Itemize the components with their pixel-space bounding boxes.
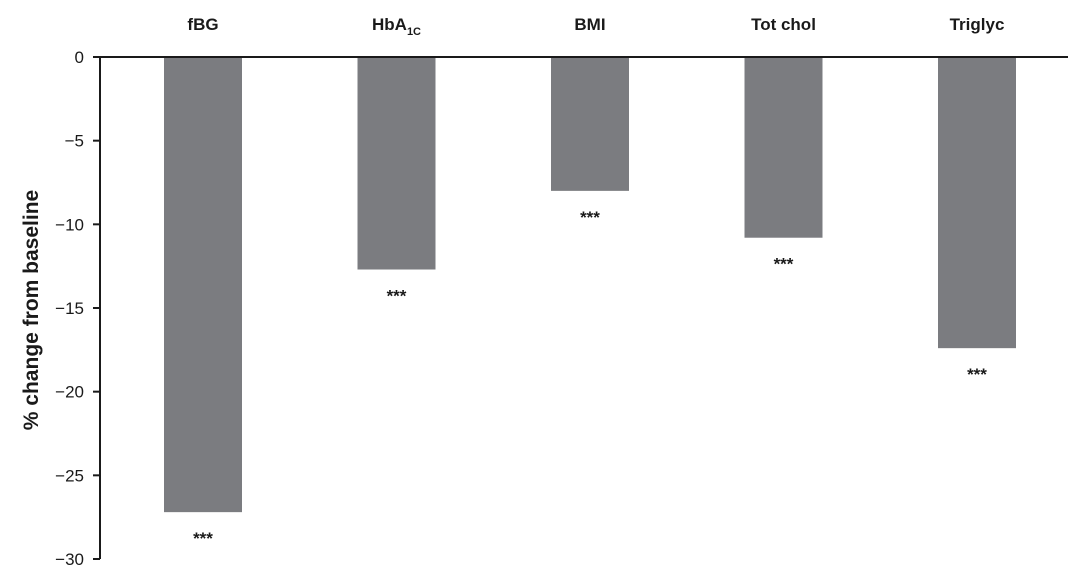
category-label: BMI [574, 15, 605, 34]
significance-labels: *** *** *** *** *** [193, 208, 987, 548]
bar-tot-chol [744, 57, 823, 238]
y-tick-label: 0 [75, 48, 84, 67]
significance-marker: *** [387, 287, 407, 306]
category-label: HbA1C [372, 15, 421, 38]
bar-bmi [551, 57, 629, 191]
significance-marker: *** [967, 365, 987, 384]
bar-fbg [164, 57, 242, 513]
category-label: fBG [187, 15, 218, 34]
y-axis-title: % change from baseline [20, 190, 43, 430]
category-label: Triglyc [950, 15, 1005, 34]
bars-layer [164, 57, 1016, 513]
y-axis: 0 −5 −10 −15 −20 −25 −30 [55, 48, 101, 569]
y-tick-label: −30 [55, 550, 84, 569]
bar-hba1c [357, 57, 436, 270]
significance-marker: *** [193, 529, 213, 548]
y-tick-label: −10 [55, 215, 84, 234]
y-tick-label: −25 [55, 466, 84, 485]
significance-marker: *** [580, 208, 600, 227]
bar-triglyc [938, 57, 1016, 349]
significance-marker: *** [774, 255, 794, 274]
category-label: Tot chol [751, 15, 816, 34]
category-labels: fBG HbA1C BMI Tot chol Triglyc [187, 15, 1004, 38]
y-tick-label: −5 [65, 132, 84, 151]
y-tick-label: −15 [55, 299, 84, 318]
y-tick-label: −20 [55, 383, 84, 402]
